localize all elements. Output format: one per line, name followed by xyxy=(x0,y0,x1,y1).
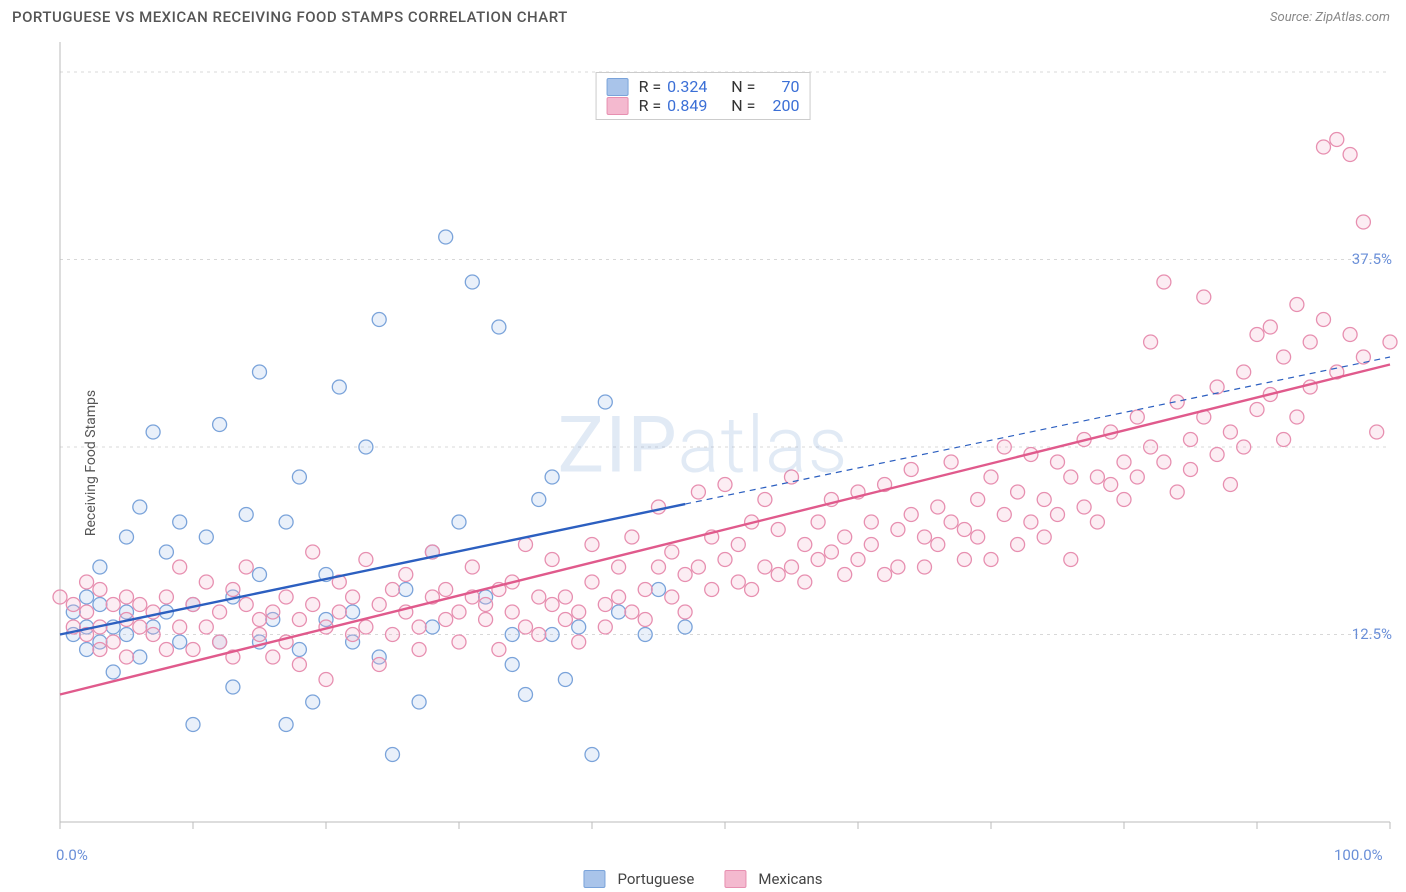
legend-r-label-1: R = xyxy=(639,96,662,115)
legend-bottom-item-1: Mexicans xyxy=(724,870,822,888)
legend-bottom-swatch-1 xyxy=(724,870,746,888)
legend-n-val-1: 200 xyxy=(761,96,799,115)
y-axis-label: Receiving Food Stamps xyxy=(83,390,99,536)
chart-title: PORTUGUESE VS MEXICAN RECEIVING FOOD STA… xyxy=(12,8,568,26)
x-tick-label: 0.0% xyxy=(56,846,88,864)
legend-r-label-0: R = xyxy=(639,77,662,96)
legend-n-label-0: N = xyxy=(731,77,755,96)
legend-n-label-1: N = xyxy=(731,96,755,115)
legend-r-val-0: 0.324 xyxy=(667,77,707,96)
legend-row-0: R = 0.324 N = 70 xyxy=(607,77,800,96)
legend-bottom-swatch-0 xyxy=(583,870,605,888)
legend-bottom-label-1: Mexicans xyxy=(758,870,822,888)
x-tick-label: 100.0% xyxy=(1334,846,1383,864)
chart-header: PORTUGUESE VS MEXICAN RECEIVING FOOD STA… xyxy=(0,0,1406,30)
scatter-chart-svg xyxy=(0,34,1406,892)
source-label: Source: ZipAtlas.com xyxy=(1270,10,1390,25)
legend-bottom-item-0: Portuguese xyxy=(583,870,694,888)
legend-bottom: Portuguese Mexicans xyxy=(583,870,822,888)
chart-area: Receiving Food Stamps ZIPatlas R = 0.324… xyxy=(0,34,1406,892)
y-tick-label: 12.5% xyxy=(1352,625,1392,643)
legend-n-val-0: 70 xyxy=(761,77,799,96)
y-tick-label: 37.5% xyxy=(1352,250,1392,268)
legend-r-val-1: 0.849 xyxy=(667,96,707,115)
legend-row-1: R = 0.849 N = 200 xyxy=(607,96,800,115)
legend-swatch-1 xyxy=(607,97,629,115)
legend-top: R = 0.324 N = 70 R = 0.849 N = 200 xyxy=(596,72,811,120)
legend-bottom-label-0: Portuguese xyxy=(617,870,694,888)
legend-swatch-0 xyxy=(607,78,629,96)
